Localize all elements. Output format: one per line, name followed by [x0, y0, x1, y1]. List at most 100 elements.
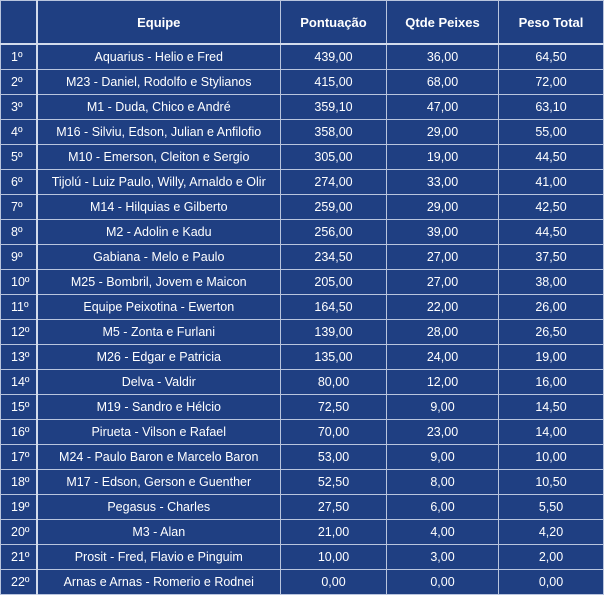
cell-rank: 22º [0, 569, 38, 595]
cell-points: 259,00 [280, 194, 387, 220]
cell-fish-count: 4,00 [386, 519, 499, 545]
cell-rank: 17º [0, 444, 38, 470]
cell-team: M14 - Hilquias e Gilberto [36, 194, 281, 220]
cell-rank: 8º [0, 219, 38, 245]
table-row: 16º Pirueta - Vilson e Rafael 70,00 23,00 14… [0, 419, 604, 445]
cell-points: 305,00 [280, 144, 387, 170]
cell-points: 80,00 [280, 369, 387, 395]
cell-points: 358,00 [280, 119, 387, 145]
cell-total-weight: 4,20 [498, 519, 604, 545]
cell-points: 139,00 [280, 319, 387, 345]
cell-points: 53,00 [280, 444, 387, 470]
cell-rank: 18º [0, 469, 38, 495]
table-row: 22º Arnas e Arnas - Romerio e Rodnei 0,00 0… [0, 569, 604, 595]
table-row: 19º Pegasus - Charles 27,50 6,00 5,50 [0, 494, 604, 520]
cell-total-weight: 44,50 [498, 219, 604, 245]
table-row: 9º Gabiana - Melo e Paulo 234,50 27,00 37,50 [0, 244, 604, 270]
cell-team: M2 - Adolin e Kadu [36, 219, 281, 245]
table-row: 13º M26 - Edgar e Patricia 135,00 24,00 19,0… [0, 344, 604, 370]
cell-fish-count: 0,00 [386, 569, 499, 595]
cell-team: Gabiana - Melo e Paulo [36, 244, 281, 270]
cell-rank: 15º [0, 394, 38, 420]
cell-team: M10 - Emerson, Cleiton e Sergio [36, 144, 281, 170]
cell-points: 205,00 [280, 269, 387, 295]
cell-fish-count: 24,00 [386, 344, 499, 370]
header-fish-count: Qtde Peixes [386, 0, 499, 45]
cell-rank: 7º [0, 194, 38, 220]
cell-points: 27,50 [280, 494, 387, 520]
table-row: 18º M17 - Edson, Gerson e Guenther 52,50 8,… [0, 469, 604, 495]
table-row: 12º M5 - Zonta e Furlani 139,00 28,00 26,50 [0, 319, 604, 345]
table-row: 20º M3 - Alan 21,00 4,00 4,20 [0, 519, 604, 545]
cell-team: Tijolú - Luiz Paulo, Willy, Arnaldo e Ol… [36, 169, 281, 195]
table-row: 6º Tijolú - Luiz Paulo, Willy, Arnaldo e … [0, 169, 604, 195]
table-row: 15º M19 - Sandro e Hélcio 72,50 9,00 14,50 [0, 394, 604, 420]
cell-total-weight: 14,50 [498, 394, 604, 420]
cell-rank: 12º [0, 319, 38, 345]
cell-points: 359,10 [280, 94, 387, 120]
cell-total-weight: 0,00 [498, 569, 604, 595]
cell-points: 164,50 [280, 294, 387, 320]
header-rank [0, 0, 38, 45]
cell-total-weight: 26,00 [498, 294, 604, 320]
cell-points: 70,00 [280, 419, 387, 445]
table-row: 5º M10 - Emerson, Cleiton e Sergio 305,00 1… [0, 144, 604, 170]
header-team: Equipe [36, 0, 281, 45]
cell-total-weight: 63,10 [498, 94, 604, 120]
cell-team: Pirueta - Vilson e Rafael [36, 419, 281, 445]
cell-fish-count: 9,00 [386, 444, 499, 470]
cell-rank: 21º [0, 544, 38, 570]
table-row: 7º M14 - Hilquias e Gilberto 259,00 29,00 42… [0, 194, 604, 220]
cell-points: 10,00 [280, 544, 387, 570]
cell-total-weight: 41,00 [498, 169, 604, 195]
table-row: 10º M25 - Bombril, Jovem e Maicon 205,00 27… [0, 269, 604, 295]
cell-points: 21,00 [280, 519, 387, 545]
cell-fish-count: 28,00 [386, 319, 499, 345]
cell-team: M25 - Bombril, Jovem e Maicon [36, 269, 281, 295]
cell-total-weight: 42,50 [498, 194, 604, 220]
cell-total-weight: 72,00 [498, 69, 604, 95]
cell-fish-count: 33,00 [386, 169, 499, 195]
cell-total-weight: 37,50 [498, 244, 604, 270]
cell-team: M26 - Edgar e Patricia [36, 344, 281, 370]
cell-team: Arnas e Arnas - Romerio e Rodnei [36, 569, 281, 595]
cell-fish-count: 27,00 [386, 244, 499, 270]
cell-rank: 9º [0, 244, 38, 270]
cell-fish-count: 3,00 [386, 544, 499, 570]
cell-fish-count: 68,00 [386, 69, 499, 95]
cell-fish-count: 8,00 [386, 469, 499, 495]
cell-total-weight: 19,00 [498, 344, 604, 370]
cell-total-weight: 64,50 [498, 43, 604, 70]
cell-fish-count: 36,00 [386, 43, 499, 70]
cell-team: Delva - Valdir [36, 369, 281, 395]
cell-team: M1 - Duda, Chico e André [36, 94, 281, 120]
cell-points: 256,00 [280, 219, 387, 245]
cell-team: M24 - Paulo Baron e Marcelo Baron [36, 444, 281, 470]
cell-points: 52,50 [280, 469, 387, 495]
cell-rank: 13º [0, 344, 38, 370]
cell-rank: 1º [0, 43, 38, 70]
cell-fish-count: 9,00 [386, 394, 499, 420]
cell-team: M17 - Edson, Gerson e Guenther [36, 469, 281, 495]
cell-team: M3 - Alan [36, 519, 281, 545]
cell-team: M16 - Silviu, Edson, Julian e Anfilofio [36, 119, 281, 145]
cell-rank: 19º [0, 494, 38, 520]
cell-fish-count: 19,00 [386, 144, 499, 170]
cell-points: 135,00 [280, 344, 387, 370]
header-points: Pontuação [280, 0, 387, 45]
cell-fish-count: 22,00 [386, 294, 499, 320]
cell-total-weight: 10,00 [498, 444, 604, 470]
cell-team: Equipe Peixotina - Ewerton [36, 294, 281, 320]
cell-fish-count: 23,00 [386, 419, 499, 445]
cell-total-weight: 55,00 [498, 119, 604, 145]
cell-fish-count: 12,00 [386, 369, 499, 395]
cell-total-weight: 38,00 [498, 269, 604, 295]
cell-rank: 5º [0, 144, 38, 170]
table-row: 11º Equipe Peixotina - Ewerton 164,50 22,00… [0, 294, 604, 320]
cell-fish-count: 39,00 [386, 219, 499, 245]
cell-total-weight: 44,50 [498, 144, 604, 170]
cell-fish-count: 29,00 [386, 194, 499, 220]
cell-fish-count: 47,00 [386, 94, 499, 120]
